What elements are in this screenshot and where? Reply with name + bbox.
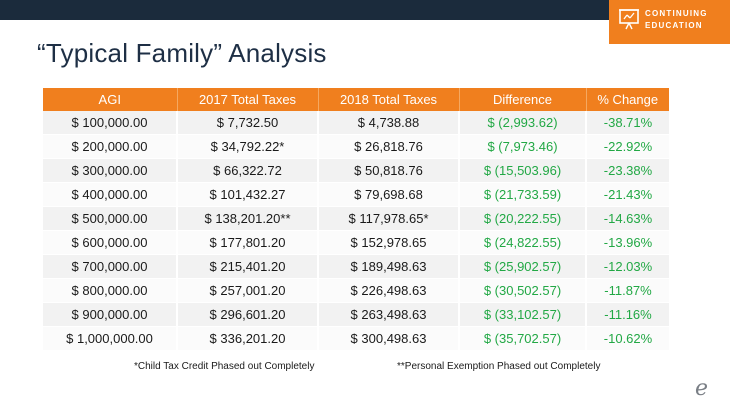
badge-label: CONTINUING EDUCATION	[645, 8, 708, 32]
cell-agi: $ 900,000.00	[43, 302, 178, 327]
logo-e: e	[695, 376, 709, 401]
cell-difference: $ (30,502.57)	[459, 278, 587, 303]
cell-2018-taxes: $ 4,738.88	[318, 111, 460, 135]
cell-difference: $ (25,902.57)	[459, 254, 587, 279]
header-2017-total-taxes: 2017 Total Taxes	[177, 88, 319, 111]
cell-agi: $ 300,000.00	[43, 158, 178, 183]
cell-difference: $ (15,503.96)	[459, 158, 587, 183]
cell-2017-taxes: $ 101,432.27	[177, 182, 319, 207]
cell-2017-taxes: $ 257,001.20	[177, 278, 319, 303]
cell-difference: $ (7,973.46)	[459, 134, 587, 159]
cell-agi: $ 700,000.00	[43, 254, 178, 279]
cell-difference: $ (20,222.55)	[459, 206, 587, 231]
cell-percent-change: -12.03%	[586, 254, 669, 279]
cell-2017-taxes: $ 7,732.50	[177, 111, 319, 135]
header-2018-total-taxes: 2018 Total Taxes	[318, 88, 460, 111]
table-row: $ 500,000.00 $ 138,201.20** $ 117,978.65* $…	[43, 206, 669, 231]
tax-analysis-table: AGI 2017 Total Taxes 2018 Total Taxes Di…	[43, 88, 669, 351]
top-bar	[0, 0, 730, 20]
cell-agi: $ 100,000.00	[43, 111, 178, 135]
table-row: $ 400,000.00 $ 101,432.27 $ 79,698.68 $ (21…	[43, 182, 669, 207]
cell-percent-change: -23.38%	[586, 158, 669, 183]
cell-percent-change: -22.92%	[586, 134, 669, 159]
cell-agi: $ 400,000.00	[43, 182, 178, 207]
badge-line-1: CONTINUING	[645, 9, 708, 18]
cell-agi: $ 500,000.00	[43, 206, 178, 231]
cell-agi: $ 800,000.00	[43, 278, 178, 303]
footnote-child-tax-credit: *Child Tax Credit Phased out Completely	[134, 361, 315, 372]
cell-2018-taxes: $ 300,498.63	[318, 326, 460, 351]
cell-2018-taxes: $ 189,498.63	[318, 254, 460, 279]
cell-agi: $ 600,000.00	[43, 230, 178, 255]
cell-2018-taxes: $ 152,978.65	[318, 230, 460, 255]
table-row: $ 600,000.00 $ 177,801.20 $ 152,978.65 $ (2…	[43, 230, 669, 255]
header-difference: Difference	[459, 88, 587, 111]
cell-percent-change: -10.62%	[586, 326, 669, 351]
cell-percent-change: -14.63%	[586, 206, 669, 231]
header-agi: AGI	[43, 88, 178, 111]
cell-agi: $ 200,000.00	[43, 134, 178, 159]
cell-agi: $ 1,000,000.00	[43, 326, 178, 351]
cell-percent-change: -11.16%	[586, 302, 669, 327]
table-row: $ 200,000.00 $ 34,792.22* $ 26,818.76 $ (7,…	[43, 134, 669, 159]
cell-2018-taxes: $ 26,818.76	[318, 134, 460, 159]
page-title: “Typical Family” Analysis	[37, 38, 327, 68]
cell-2018-taxes: $ 79,698.68	[318, 182, 460, 207]
cell-2018-taxes: $ 263,498.63	[318, 302, 460, 327]
cell-2017-taxes: $ 336,201.20	[177, 326, 319, 351]
cell-2017-taxes: $ 66,322.72	[177, 158, 319, 183]
cell-2018-taxes: $ 50,818.76	[318, 158, 460, 183]
cell-difference: $ (33,102.57)	[459, 302, 587, 327]
cell-difference: $ (21,733.59)	[459, 182, 587, 207]
cell-2018-taxes: $ 226,498.63	[318, 278, 460, 303]
cell-2017-taxes: $ 296,601.20	[177, 302, 319, 327]
table-row: $ 300,000.00 $ 66,322.72 $ 50,818.76 $ (15,…	[43, 158, 669, 183]
cell-difference: $ (2,993.62)	[459, 111, 587, 135]
cell-percent-change: -13.96%	[586, 230, 669, 255]
table-row: $ 700,000.00 $ 215,401.20 $ 189,498.63 $ (2…	[43, 254, 669, 279]
cell-percent-change: -21.43%	[586, 182, 669, 207]
table-row: $ 800,000.00 $ 257,001.20 $ 226,498.63 $ (3…	[43, 278, 669, 303]
continuing-education-badge: CONTINUING EDUCATION	[609, 0, 730, 44]
badge-line-2: EDUCATION	[645, 21, 703, 30]
cell-percent-change: -38.71%	[586, 111, 669, 135]
cell-2017-taxes: $ 138,201.20**	[177, 206, 319, 231]
cell-2017-taxes: $ 215,401.20	[177, 254, 319, 279]
cell-2017-taxes: $ 177,801.20	[177, 230, 319, 255]
table-header-row: AGI 2017 Total Taxes 2018 Total Taxes Di…	[43, 88, 669, 111]
cell-difference: $ (35,702.57)	[459, 326, 587, 351]
header-percent-change: % Change	[586, 88, 669, 111]
table-row: $ 1,000,000.00 $ 336,201.20 $ 300,498.63 $ …	[43, 326, 669, 351]
presentation-board-icon	[619, 9, 639, 30]
cell-difference: $ (24,822.55)	[459, 230, 587, 255]
cell-2018-taxes: $ 117,978.65*	[318, 206, 460, 231]
cell-2017-taxes: $ 34,792.22*	[177, 134, 319, 159]
footnote-personal-exemption: **Personal Exemption Phased out Complete…	[397, 361, 601, 372]
table-row: $ 900,000.00 $ 296,601.20 $ 263,498.63 $ (3…	[43, 302, 669, 327]
cell-percent-change: -11.87%	[586, 278, 669, 303]
table-row: $ 100,000.00 $ 7,732.50 $ 4,738.88 $ (2,993…	[43, 111, 669, 135]
